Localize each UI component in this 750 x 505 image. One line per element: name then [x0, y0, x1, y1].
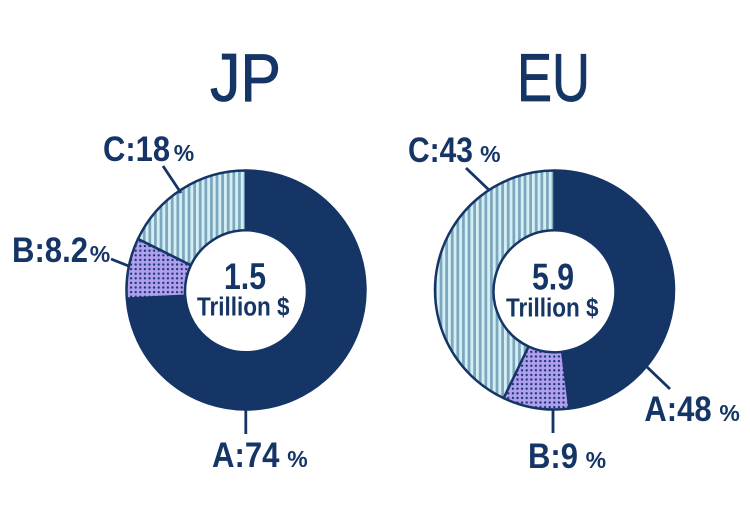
svg-text:%: %: [287, 446, 307, 472]
svg-text:1.5: 1.5: [224, 256, 266, 298]
svg-text:A:48: A:48: [644, 390, 711, 429]
svg-text:Trillion $: Trillion $: [506, 294, 599, 323]
svg-text:%: %: [480, 141, 500, 167]
svg-text:JP: JP: [210, 40, 281, 116]
svg-text:5.9: 5.9: [532, 257, 574, 299]
svg-text:Trillion $: Trillion $: [197, 293, 290, 322]
svg-text:C:18: C:18: [103, 129, 170, 168]
svg-text:EU: EU: [517, 39, 590, 115]
svg-text:%: %: [174, 140, 194, 166]
svg-text:A:74: A:74: [212, 436, 280, 475]
svg-text:B:9: B:9: [528, 437, 578, 476]
svg-text:C:43: C:43: [408, 130, 473, 170]
svg-text:%: %: [719, 400, 739, 426]
svg-text:%: %: [586, 447, 606, 473]
svg-text:B:8.2: B:8.2: [12, 231, 88, 270]
svg-text:%: %: [90, 241, 110, 267]
